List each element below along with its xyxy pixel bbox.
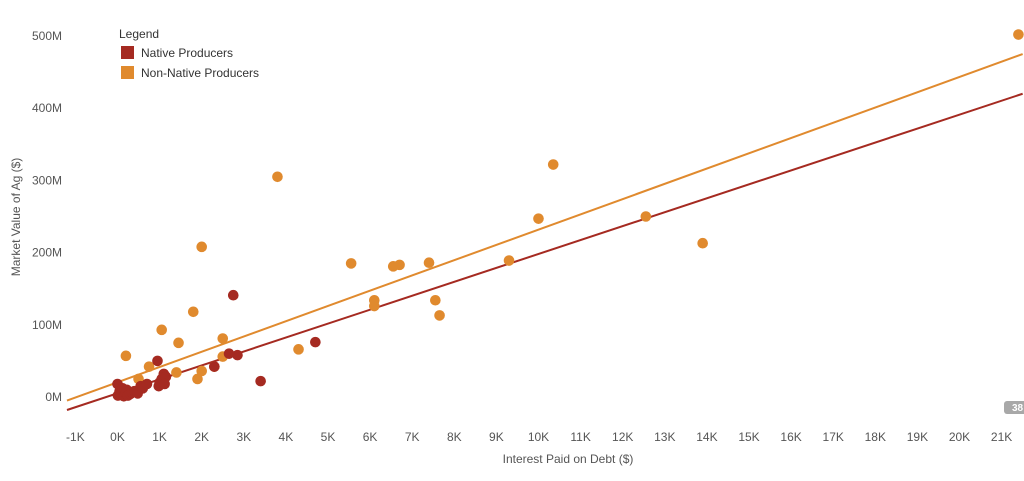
legend-swatch-native — [121, 46, 134, 59]
x-axis: -1K 0K 1K 2K 3K 4K 5K 6K 7K 8K 9K 10K 11K 12K 13K 14K 15… — [66, 430, 1012, 444]
x-tick-label: 3K — [236, 430, 251, 444]
y-axis-title: Market Value of Ag ($) — [9, 158, 23, 277]
data-point-non-native[interactable] — [697, 237, 708, 249]
data-point-non-native[interactable] — [171, 367, 182, 378]
data-point-non-native[interactable] — [640, 211, 652, 222]
data-point-native[interactable] — [223, 348, 235, 359]
data-point-native[interactable] — [255, 375, 266, 387]
data-point-native[interactable] — [232, 349, 243, 361]
x-tick-label: 8K — [447, 430, 462, 444]
count-badge: 38 — [1004, 401, 1024, 414]
data-point-non-native[interactable] — [547, 159, 559, 170]
data-point-non-native[interactable] — [423, 257, 435, 269]
data-point-non-native[interactable] — [173, 337, 184, 349]
x-tick-label: 2K — [194, 430, 209, 444]
legend-label-non-native: Non-Native Producers — [141, 66, 259, 80]
trend-line-native — [66, 92, 1023, 411]
y-tick-label: 500M — [32, 29, 62, 43]
count-badge-text: 38 — [1012, 403, 1024, 414]
x-tick-label: 0K — [110, 430, 125, 444]
data-point-non-native[interactable] — [394, 259, 405, 271]
legend-title: Legend — [119, 27, 159, 41]
legend-label-native: Native Producers — [141, 46, 233, 60]
x-tick-label: 15K — [738, 430, 759, 444]
data-point-non-native[interactable] — [187, 306, 199, 318]
x-tick-label: 18K — [865, 430, 886, 444]
x-tick-label: 19K — [907, 430, 928, 444]
data-point-native[interactable] — [227, 289, 239, 301]
y-tick-label: 100M — [32, 318, 62, 332]
data-point-native[interactable] — [141, 378, 153, 390]
x-tick-label: 17K — [823, 430, 844, 444]
x-tick-label: 7K — [405, 430, 420, 444]
legend: Legend Native Producers Non-Native Produ… — [119, 27, 259, 80]
data-point-non-native[interactable] — [143, 361, 155, 372]
x-tick-label: 1K — [152, 430, 167, 444]
data-point-non-native[interactable] — [272, 171, 283, 183]
legend-swatch-non-native — [121, 66, 134, 79]
x-tick-label: 13K — [654, 430, 675, 444]
data-point-non-native[interactable] — [1013, 29, 1024, 40]
y-tick-label: 0M — [45, 390, 62, 404]
data-point-non-native[interactable] — [434, 310, 445, 321]
data-point-non-native[interactable] — [196, 365, 207, 377]
data-point-non-native[interactable] — [293, 344, 304, 355]
trend-lines — [66, 53, 1023, 411]
x-tick-label: 16K — [780, 430, 801, 444]
x-tick-label: 14K — [696, 430, 717, 444]
y-tick-label: 200M — [32, 246, 62, 260]
x-tick-label: 9K — [489, 430, 504, 444]
x-tick-label: 20K — [949, 430, 970, 444]
data-point-native[interactable] — [209, 361, 220, 372]
data-point-non-native[interactable] — [533, 213, 544, 224]
x-tick-label: 21K — [991, 430, 1012, 444]
x-tick-label: 4K — [279, 430, 294, 444]
data-point-native[interactable] — [310, 336, 321, 348]
data-point-native[interactable] — [152, 355, 163, 367]
data-point-non-native[interactable] — [192, 373, 203, 385]
x-axis-title: Interest Paid on Debt ($) — [503, 452, 634, 466]
trend-line-non-native — [66, 53, 1023, 402]
data-point-native[interactable] — [159, 378, 170, 390]
data-point-non-native[interactable] — [196, 241, 207, 253]
x-tick-label: 12K — [612, 430, 633, 444]
data-point-non-native[interactable] — [156, 324, 168, 336]
data-point-non-native[interactable] — [503, 255, 515, 266]
x-tick-label: 10K — [528, 430, 549, 444]
data-point-non-native[interactable] — [217, 333, 229, 344]
y-axis: 0M 100M 200M 300M 400M 500M — [32, 29, 62, 404]
x-tick-label: 11K — [570, 430, 590, 444]
data-point-non-native[interactable] — [120, 350, 132, 362]
y-tick-label: 400M — [32, 101, 62, 115]
x-tick-label: 6K — [363, 430, 378, 444]
x-tick-label: -1K — [66, 430, 85, 444]
data-points — [112, 29, 1024, 402]
x-tick-label: 5K — [321, 430, 336, 444]
data-point-non-native[interactable] — [430, 294, 441, 306]
data-point-non-native[interactable] — [369, 300, 380, 312]
y-tick-label: 300M — [32, 173, 62, 187]
data-point-non-native[interactable] — [345, 258, 357, 269]
